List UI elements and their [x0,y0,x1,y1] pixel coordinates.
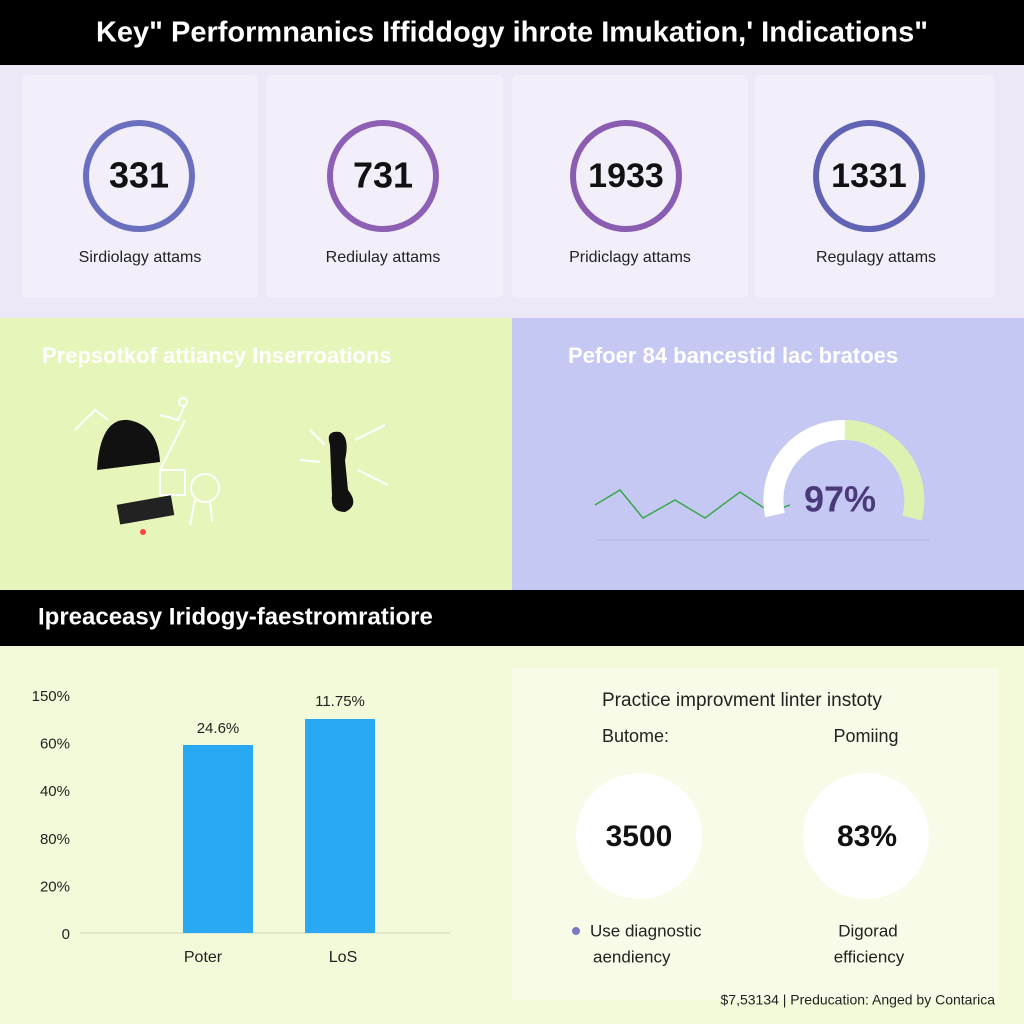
column-heading: Pomiing [833,726,898,746]
band [0,590,1024,646]
left-panel-title: Prepsotkof attiancy Inserroations [42,343,392,368]
kpi-ring [327,120,439,232]
kpi-card-bg [22,75,258,298]
bar-value-label: 24.6% [197,720,240,737]
y-axis-label: 150% [32,688,70,705]
caption: Digorad [838,921,898,940]
kpi-ring [83,120,195,232]
y-axis-label: 80% [40,831,70,848]
kpi-card-bg [266,75,503,298]
kpi-label: Pridiclagy attams [569,249,691,266]
kpi-label: Rediulay attams [326,249,441,266]
right-panel [512,318,1024,590]
icon-dome [97,419,160,470]
left-panel [0,318,512,590]
kpi-ring [570,120,682,232]
value-circle [803,773,929,899]
bar [183,745,253,933]
circle-value: 3500 [606,820,673,853]
caption: aendiency [593,947,671,966]
doodle [190,473,220,503]
caption: efficiency [834,947,905,966]
icon-keyboard [116,495,175,525]
doodle [189,424,389,526]
caption: Use diagnostic [590,921,702,940]
kpi-card: 1933 Pridiclagy attams [512,75,748,298]
kpi-ring [813,120,925,232]
band-title: Ipreaceasy Iridogy-faestromratiore [38,603,433,630]
kpi-value: 331 [109,155,169,196]
header-bar [0,0,1024,65]
kpi-label: Sirdiolagy attams [79,249,202,266]
footer: $7,53134 | Preducation: Anged by Contari… [721,992,996,1008]
column-heading: Butome: [602,726,669,746]
right-panel-title: Pefoer 84 bancestid lac bratoes [568,343,898,368]
kpi-card-bg [755,75,995,298]
kpi-card-bg [512,75,748,298]
y-axis-label: 40% [40,783,70,800]
bar-value-label: 11.75% [315,693,365,710]
gauge-fill [844,420,925,521]
kpi-value: 731 [353,155,413,196]
doodle [159,469,186,496]
kpi-value: 1933 [588,157,664,195]
y-axis-label: 60% [40,736,70,753]
y-axis: 150% 60% 40% 80% 20% 0 [32,688,70,943]
kpi-card: 731 Rediulay attams [266,75,503,298]
icon-dot [140,529,146,535]
illustration [74,397,389,526]
gauge-label: 97% [804,479,876,520]
bar [305,719,375,933]
gauge-track [763,419,846,518]
y-axis-label: 0 [62,926,70,943]
doodle [74,404,186,471]
bar-category: LoS [329,949,357,966]
bar-category: Poter [184,949,223,966]
legend-dot [572,927,580,935]
circle-value: 83% [837,820,897,853]
value-circle [576,773,702,899]
header-title: Key" Performnanics Iffiddogy ihrote Imuk… [96,17,928,49]
kpi-card: 331 Sirdiolagy attams [22,75,258,298]
doodle [178,397,188,407]
icon-handset [328,431,354,512]
y-axis-label: 20% [40,878,70,895]
kpi-label: Regulagy attams [816,249,936,266]
kpi-card: 1331 Regulagy attams [755,75,995,298]
kpi-value: 1331 [831,157,907,195]
improvement-title: Practice improvment linter instoty [602,690,882,711]
